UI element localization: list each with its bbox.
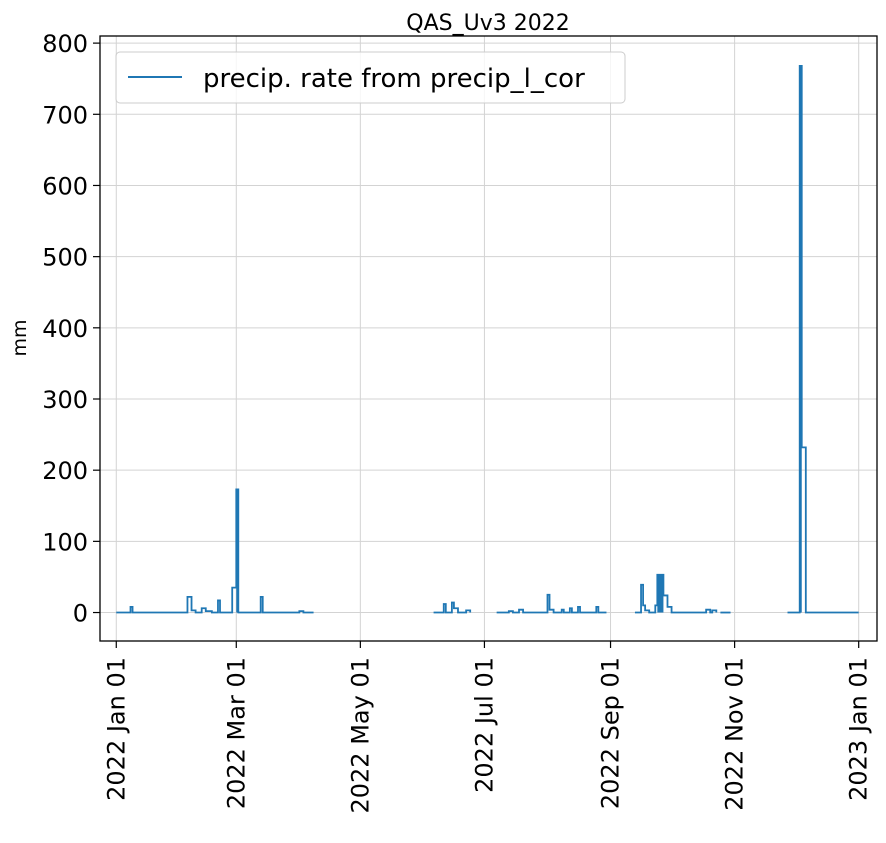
y-tick-label: 500: [42, 244, 88, 272]
x-tick-label: 2022 Jan 01: [102, 657, 130, 801]
x-tick-label: 2022 Sep 01: [597, 657, 625, 809]
y-tick-label: 0: [73, 600, 88, 628]
x-tick-label: 2022 Nov 01: [721, 657, 749, 811]
y-tick-label: 300: [42, 386, 88, 414]
x-tick-label: 2023 Jan 01: [845, 657, 873, 801]
precip-series-segment: [634, 573, 718, 614]
x-tick-label: 2022 May 01: [346, 657, 374, 814]
gridlines: [100, 36, 877, 641]
legend: precip. rate from precip_l_cor: [115, 51, 626, 104]
x-tick-label: 2022 Jul 01: [470, 657, 498, 793]
y-tick-label: 600: [42, 172, 88, 200]
precip-series-segment: [433, 601, 472, 614]
y-tick-label: 700: [42, 101, 88, 129]
y-tick-label: 800: [42, 30, 88, 58]
legend-box: [115, 51, 626, 104]
precip-series-segment: [496, 593, 607, 614]
chart-title: QAS_Uv3 2022: [406, 11, 569, 36]
y-tick-label: 200: [42, 457, 88, 485]
precip-spike: [799, 65, 802, 613]
x-tick-label: 2022 Mar 01: [222, 657, 250, 809]
y-axis-label: mm: [9, 319, 31, 356]
y-axis: 0 100 200 300 400 500 600 700 800: [42, 30, 100, 628]
x-axis: 2022 Jan 01 2022 Mar 01 2022 May 01 2022 Ju…: [102, 641, 873, 814]
legend-entry-label: precip. rate from precip_l_cor: [203, 64, 585, 94]
precip-series-segment: [116, 488, 314, 614]
precip-spike: [657, 574, 664, 613]
y-tick-label: 100: [42, 528, 88, 556]
plot-area-frame: [99, 35, 878, 642]
precip-spike: [236, 489, 239, 613]
y-tick-label: 400: [42, 315, 88, 343]
data-layer: [116, 64, 859, 614]
precip-series-segment: [787, 64, 859, 614]
